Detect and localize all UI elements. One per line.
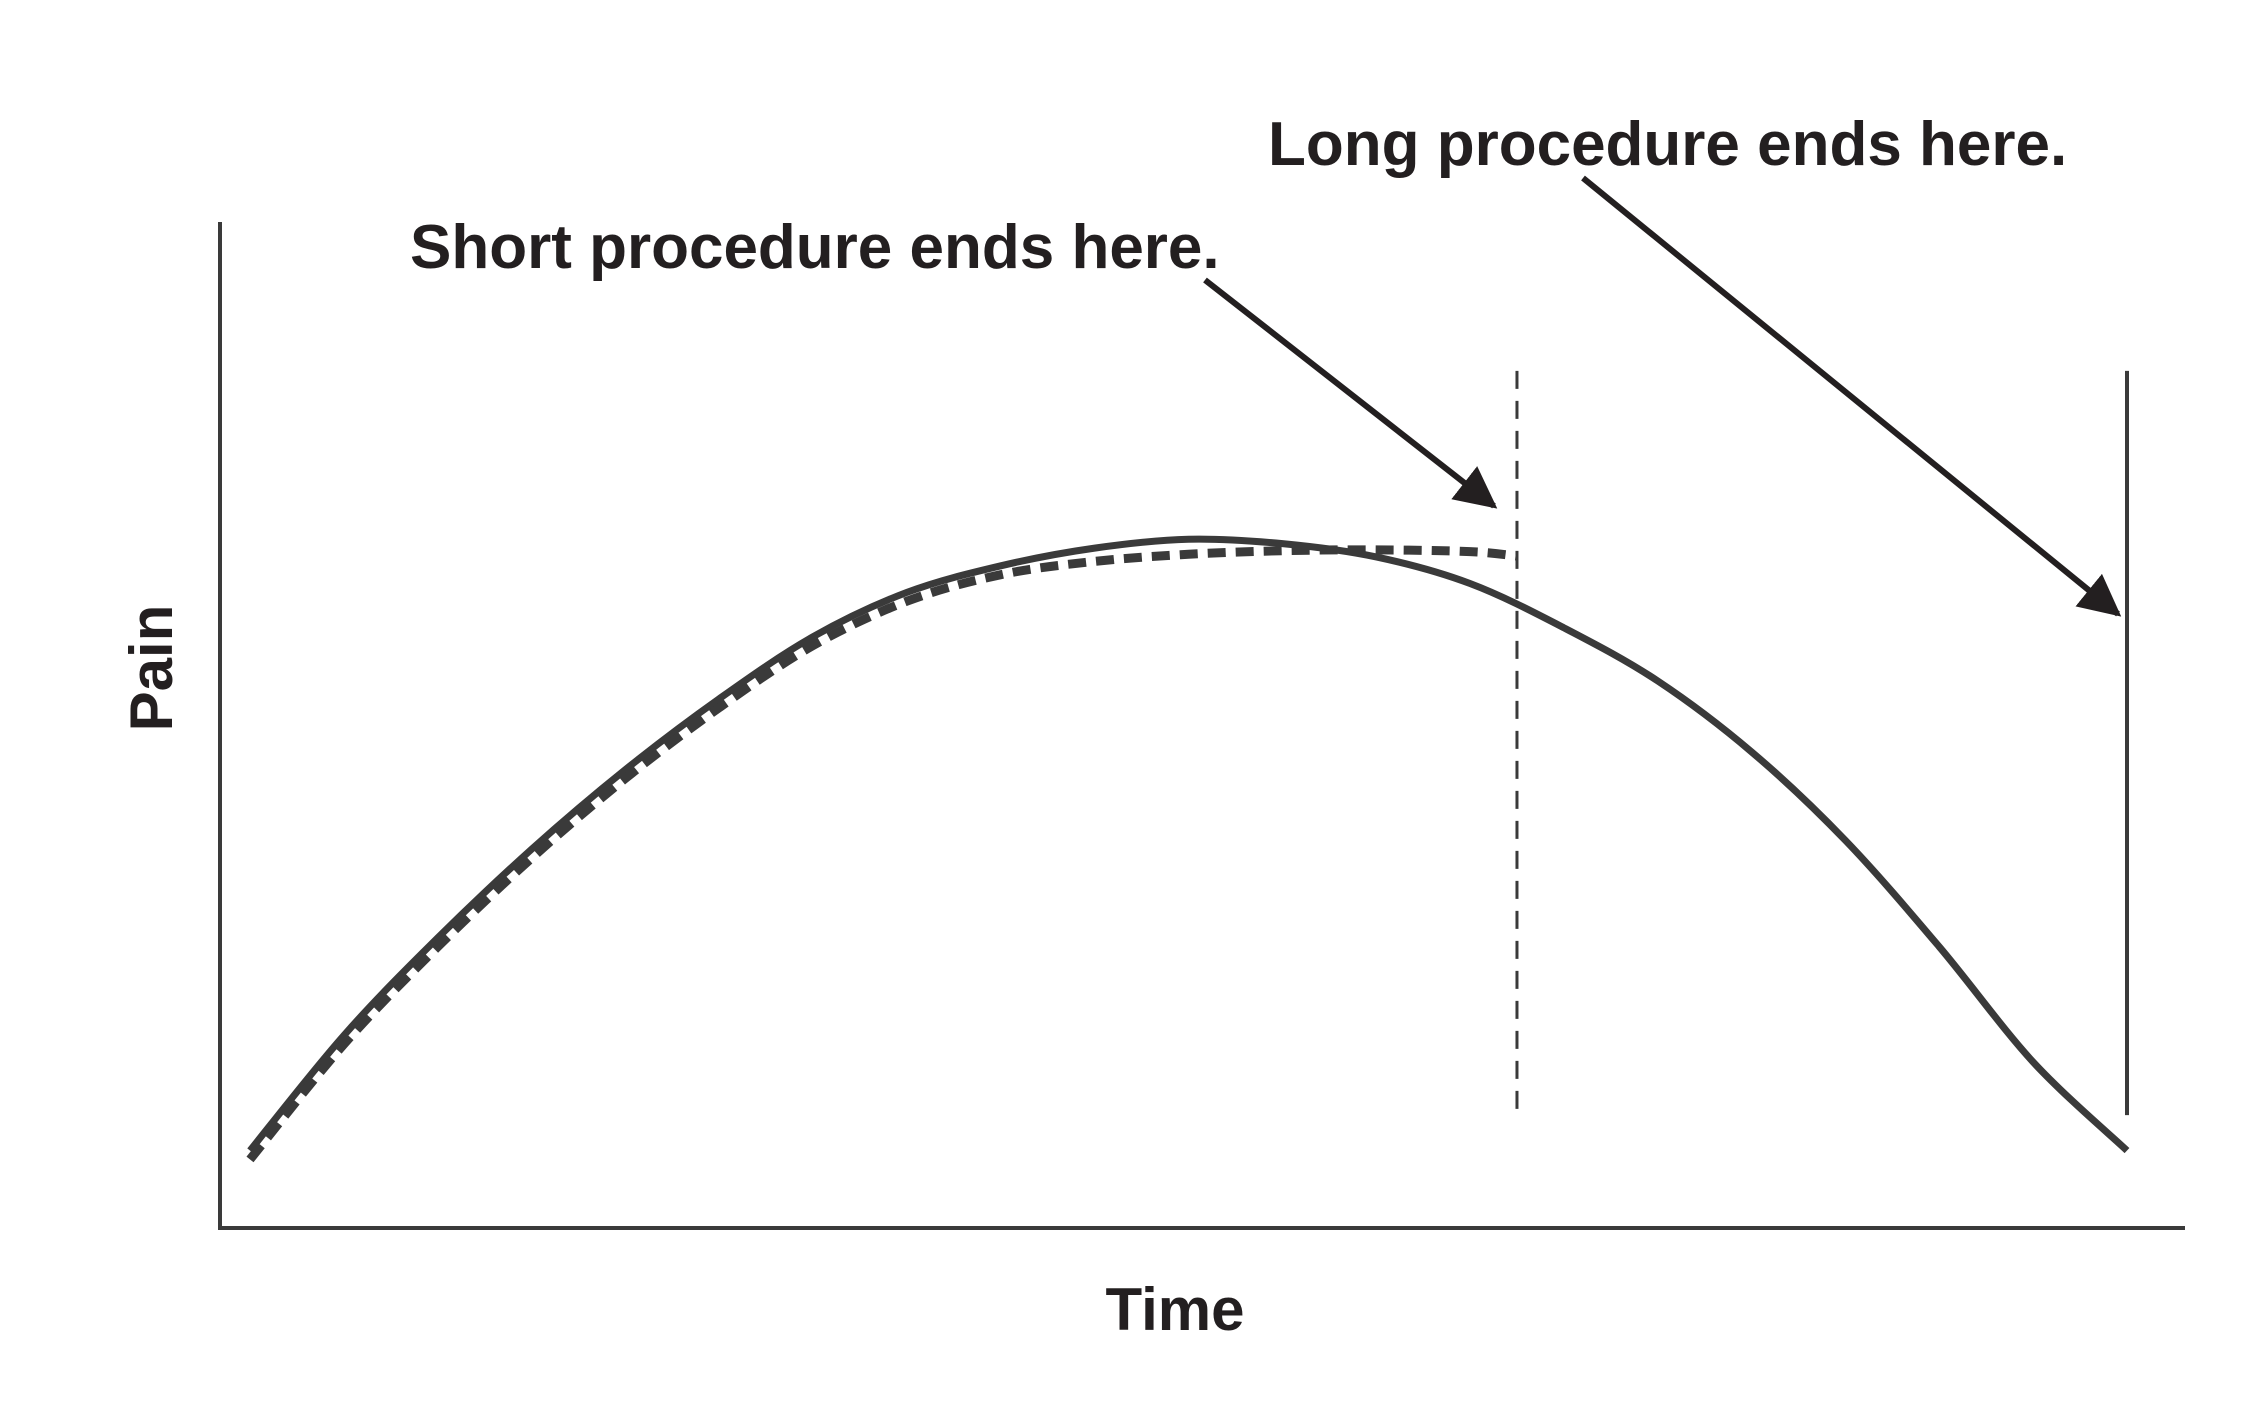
end-markers [1515, 370, 2129, 1116]
short-procedure-curve [246, 545, 1518, 1163]
long-procedure-annotation: Long procedure ends here. [1268, 110, 2067, 179]
short-procedure-arrow [1203, 277, 1498, 509]
y-axis-label: Pain [118, 605, 185, 732]
series-lines [246, 535, 2130, 1163]
long-procedure-curve [247, 535, 2130, 1154]
long-procedure-arrow [1581, 175, 2122, 617]
x-axis-label: Time [1106, 1276, 1245, 1343]
short-procedure-annotation: Short procedure ends here. [410, 213, 1220, 282]
